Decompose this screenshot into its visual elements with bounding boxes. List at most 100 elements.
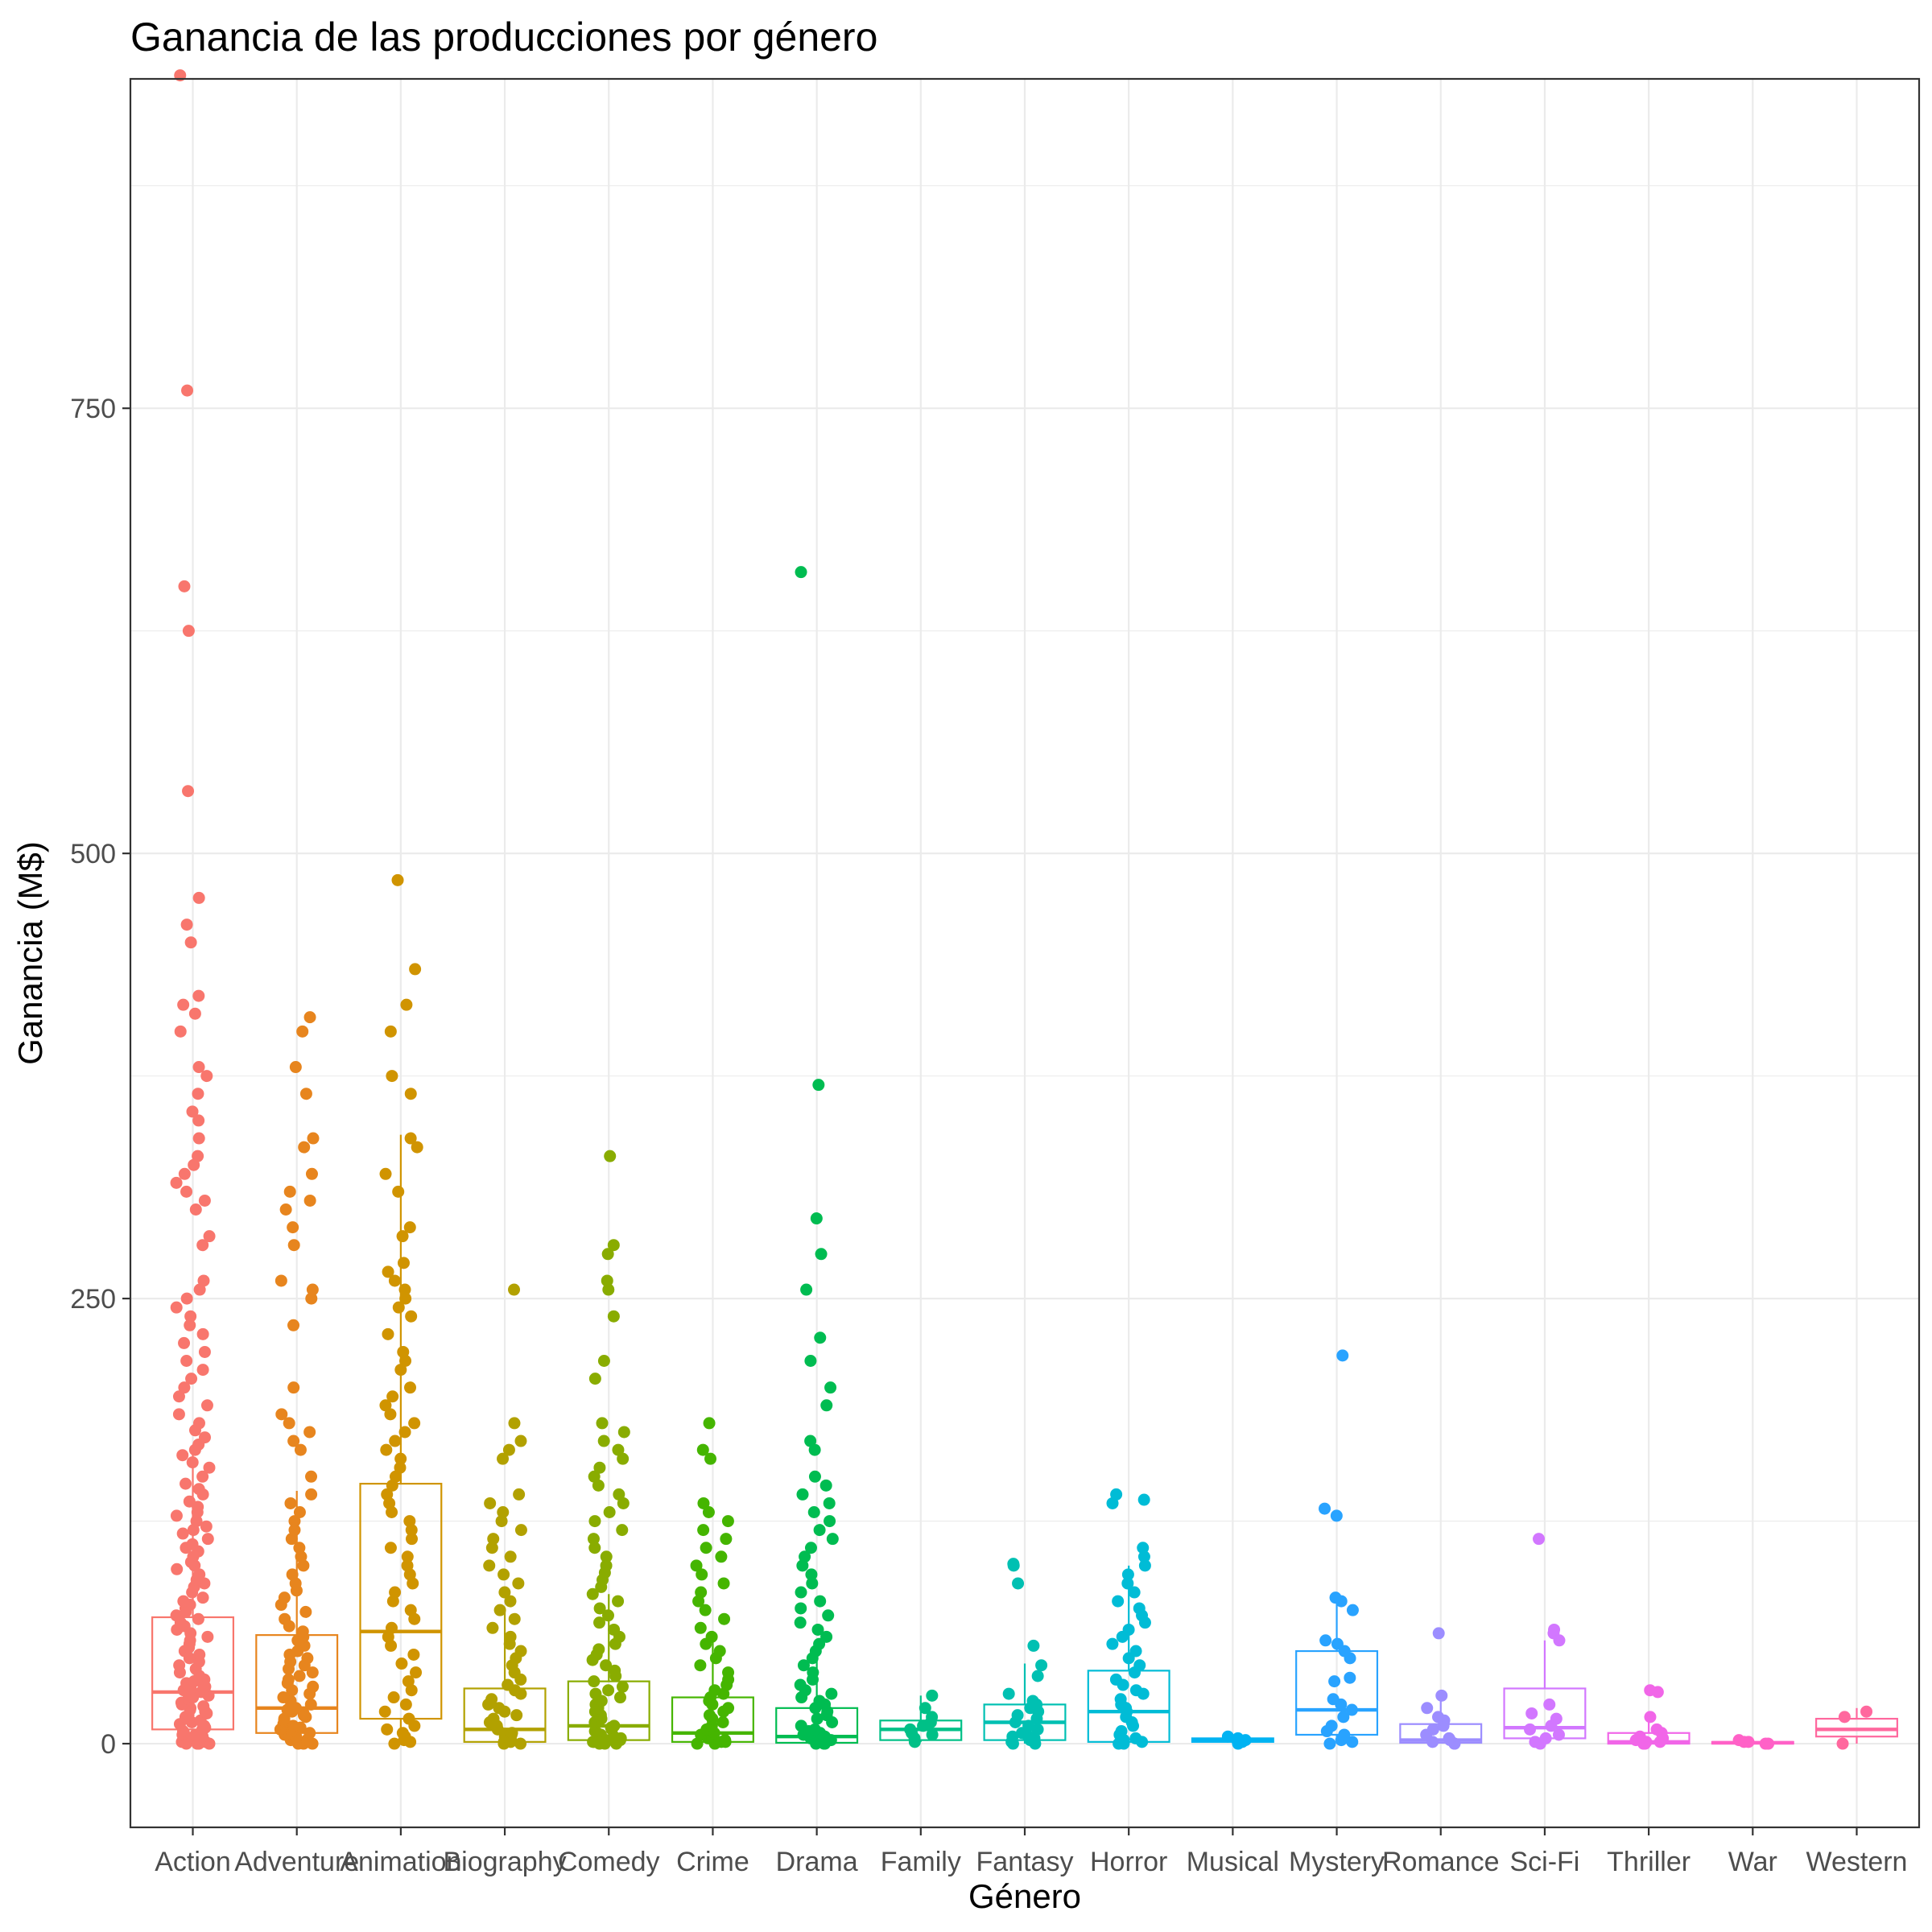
data-point	[1115, 1725, 1128, 1738]
data-point	[819, 1479, 832, 1492]
data-point	[722, 1702, 735, 1715]
data-point	[1012, 1577, 1025, 1590]
data-point	[198, 1431, 211, 1444]
data-point	[1035, 1659, 1048, 1672]
data-point	[514, 1737, 527, 1750]
data-point	[1550, 1712, 1563, 1725]
data-point	[404, 1132, 417, 1145]
data-point	[1732, 1734, 1745, 1747]
data-point	[508, 1417, 521, 1430]
data-point	[180, 1477, 192, 1490]
x-tick-label: Fantasy	[976, 1847, 1074, 1877]
data-point	[1338, 1728, 1351, 1741]
data-point	[404, 1381, 417, 1394]
x-tick-label: Sci-Fi	[1509, 1847, 1579, 1877]
data-point	[600, 1659, 613, 1672]
data-point	[487, 1533, 500, 1546]
data-point	[305, 1292, 318, 1305]
data-point	[597, 1435, 610, 1447]
data-point	[192, 1132, 205, 1145]
points-drama	[794, 566, 839, 1750]
data-point	[193, 1568, 206, 1581]
data-point	[386, 1390, 399, 1403]
data-point	[401, 1550, 414, 1563]
data-point	[514, 1524, 527, 1537]
data-point	[279, 1612, 291, 1625]
data-point	[389, 1586, 402, 1599]
data-point	[287, 1239, 300, 1252]
data-point	[177, 1595, 190, 1608]
data-point	[170, 1176, 183, 1189]
points-adventure	[274, 1011, 320, 1750]
data-point	[1112, 1595, 1125, 1608]
data-point	[396, 1230, 409, 1243]
data-point	[1344, 1671, 1356, 1684]
x-tick-label: War	[1728, 1847, 1777, 1877]
y-tick-label: 500	[70, 839, 116, 869]
data-point	[487, 1712, 500, 1725]
data-point	[399, 1292, 412, 1305]
data-point	[1323, 1737, 1336, 1750]
data-point	[289, 1061, 302, 1074]
points-sci-fi	[1524, 1533, 1566, 1750]
data-point	[716, 1716, 729, 1729]
data-point	[278, 1591, 291, 1604]
data-point	[1650, 1723, 1663, 1736]
data-point	[697, 1524, 710, 1537]
data-point	[398, 1426, 411, 1439]
data-point	[287, 1319, 300, 1331]
data-point	[812, 1079, 825, 1092]
data-point	[1106, 1637, 1119, 1650]
data-point	[275, 1408, 288, 1421]
data-point	[201, 1630, 214, 1643]
data-point	[512, 1577, 525, 1590]
data-point	[182, 785, 195, 798]
data-point	[794, 1616, 807, 1629]
data-point	[201, 1533, 214, 1546]
data-point	[299, 1088, 312, 1100]
data-point	[804, 1542, 817, 1554]
data-point	[592, 1643, 605, 1656]
data-point	[287, 1221, 299, 1234]
data-point	[508, 1283, 521, 1296]
data-point	[192, 1088, 204, 1100]
data-point	[715, 1550, 728, 1563]
data-point	[384, 1542, 397, 1554]
data-point	[196, 1470, 209, 1483]
data-point	[394, 1452, 407, 1465]
data-point	[495, 1515, 508, 1528]
data-point	[612, 1595, 625, 1608]
data-point	[498, 1586, 511, 1599]
data-point	[497, 1568, 510, 1581]
data-point	[404, 1088, 417, 1100]
data-point	[200, 1399, 213, 1412]
x-tick-label: Drama	[776, 1847, 858, 1877]
data-point	[1109, 1673, 1122, 1686]
data-point	[299, 1605, 312, 1618]
data-point	[381, 1488, 394, 1501]
data-point	[504, 1550, 517, 1563]
data-point	[389, 1435, 402, 1447]
data-point	[196, 1364, 209, 1377]
data-point	[808, 1470, 821, 1483]
data-point	[824, 1381, 837, 1394]
data-point	[1133, 1602, 1146, 1615]
data-point	[814, 1331, 827, 1344]
data-point	[1232, 1732, 1245, 1744]
data-point	[192, 989, 205, 1002]
boxplot-western	[1815, 1707, 1898, 1744]
data-point	[795, 1719, 807, 1732]
data-point	[293, 1542, 306, 1554]
data-point	[170, 1301, 183, 1314]
data-point	[275, 1274, 287, 1287]
points-thriller	[1629, 1684, 1670, 1750]
data-point	[1346, 1604, 1359, 1616]
data-point	[404, 1604, 417, 1616]
data-point	[588, 1675, 601, 1688]
data-point	[919, 1702, 931, 1715]
data-point	[287, 1435, 300, 1447]
data-point	[694, 1621, 707, 1634]
data-point	[1128, 1586, 1141, 1599]
data-point	[514, 1645, 527, 1657]
data-point	[486, 1621, 499, 1634]
